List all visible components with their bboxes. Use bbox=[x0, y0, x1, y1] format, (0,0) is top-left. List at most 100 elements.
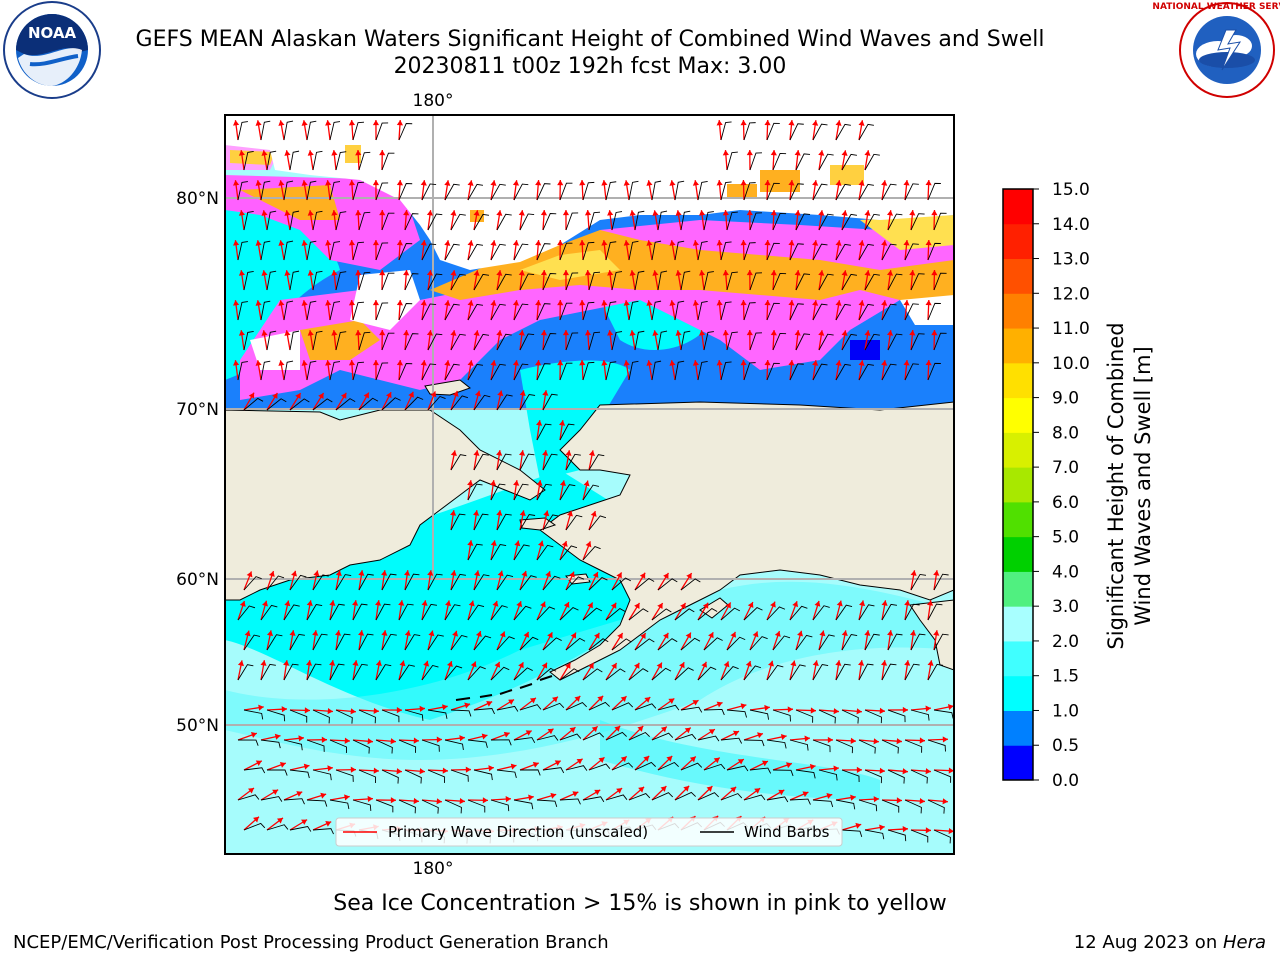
wind-barb bbox=[743, 242, 756, 261]
wave-arrow-head bbox=[430, 391, 437, 398]
wind-barb bbox=[404, 634, 421, 651]
wave-arrow-head bbox=[307, 270, 314, 276]
wave-arrow-head bbox=[660, 786, 667, 792]
wind-barb bbox=[519, 769, 541, 776]
colorbar-label-line1: Significant Height of Combined bbox=[1104, 322, 1128, 649]
wave-arrow-head bbox=[592, 572, 599, 579]
wave-arrow-head bbox=[858, 300, 865, 306]
wave-arrow-head bbox=[413, 797, 419, 805]
wave-arrow-head bbox=[927, 660, 934, 666]
wave-arrow-head bbox=[699, 330, 706, 336]
wind-barb bbox=[588, 763, 611, 771]
wave-arrow-head bbox=[686, 573, 692, 580]
wave-arrow-head bbox=[261, 330, 268, 336]
wind-barb bbox=[611, 271, 623, 291]
wave-arrow-head bbox=[496, 270, 503, 276]
wind-barb bbox=[427, 709, 448, 719]
wave-arrow-head bbox=[931, 330, 938, 336]
wave-arrow-head bbox=[818, 210, 825, 216]
wind-barb bbox=[841, 213, 857, 231]
wave-arrow-head bbox=[358, 570, 365, 576]
wave-arrow-head bbox=[902, 826, 908, 833]
colorbar-tick-label: 8.0 bbox=[1052, 423, 1079, 443]
colorbar-swatch bbox=[1003, 640, 1033, 677]
wave-arrow-head bbox=[379, 150, 386, 156]
wave-arrow-head bbox=[327, 765, 333, 772]
wind-barb bbox=[582, 546, 601, 561]
wave-arrow-head bbox=[348, 180, 356, 186]
wave-arrow-head bbox=[685, 632, 692, 639]
wave-arrow-head bbox=[692, 700, 699, 706]
footer-host: Hera bbox=[1222, 932, 1266, 953]
wind-barb bbox=[289, 150, 300, 171]
wind-barb bbox=[375, 242, 389, 261]
wind-barb bbox=[933, 332, 947, 351]
wind-barb bbox=[582, 796, 605, 803]
wave-arrow-head bbox=[281, 706, 287, 713]
wind-barb bbox=[289, 210, 300, 231]
wave-arrow-head bbox=[562, 270, 570, 276]
lon-label-bottom: 180° bbox=[413, 859, 454, 879]
wave-arrow-head bbox=[942, 798, 948, 805]
wind-barb bbox=[605, 608, 626, 621]
wind-barb bbox=[582, 484, 600, 501]
wind-barb bbox=[720, 121, 732, 141]
wave-arrow-head bbox=[396, 360, 404, 366]
wind-barb bbox=[743, 794, 766, 801]
wind-barb bbox=[812, 605, 830, 621]
wave-arrow-head bbox=[525, 730, 532, 736]
wave-arrow-head bbox=[657, 603, 663, 610]
wind-barb bbox=[933, 769, 952, 783]
chart-subtitle: 20230811 t00z 192h fcst Max: 3.00 bbox=[393, 54, 787, 79]
wind-barb bbox=[634, 577, 655, 591]
wave-arrow-head bbox=[768, 660, 774, 667]
colorbar-swatch bbox=[1003, 501, 1033, 538]
wave-arrow-head bbox=[903, 240, 910, 246]
wind-barb bbox=[358, 709, 376, 724]
wind-barb bbox=[289, 769, 310, 779]
wind-barb bbox=[812, 183, 828, 201]
wave-arrow-head bbox=[903, 180, 910, 186]
wind-barb bbox=[490, 243, 506, 261]
wave-arrow-head bbox=[925, 180, 932, 186]
wave-arrow-head bbox=[355, 330, 362, 336]
wind-barb bbox=[513, 363, 529, 381]
wind-barb bbox=[634, 638, 655, 651]
wave-arrow-head bbox=[683, 785, 690, 792]
wind-barb bbox=[634, 210, 645, 231]
wave-arrow-head bbox=[519, 450, 526, 456]
wind-barb bbox=[565, 453, 581, 471]
wind-barb bbox=[864, 273, 880, 291]
wave-arrow-head bbox=[818, 270, 825, 276]
wind-barb bbox=[588, 271, 601, 291]
wind-barb bbox=[674, 733, 697, 741]
wind-barb bbox=[444, 363, 460, 381]
wave-arrow-head bbox=[473, 450, 480, 456]
wave-arrow-head bbox=[399, 660, 406, 667]
wind-barb bbox=[513, 667, 533, 681]
wave-arrow-head bbox=[794, 210, 801, 216]
wind-barb bbox=[519, 453, 535, 471]
wave-arrow-head bbox=[372, 300, 380, 306]
wave-arrow-head bbox=[909, 210, 916, 216]
wind-barb bbox=[881, 799, 900, 813]
wave-arrow-head bbox=[770, 270, 777, 276]
wind-barb bbox=[473, 769, 493, 781]
wave-arrow-head bbox=[886, 210, 894, 216]
wave-arrow-head bbox=[663, 572, 669, 579]
wind-barb bbox=[887, 829, 907, 842]
wind-barb bbox=[910, 633, 926, 651]
wave-arrow-head bbox=[436, 736, 442, 743]
wind-barb bbox=[720, 607, 741, 621]
wave-arrow-head bbox=[864, 210, 871, 216]
wave-arrow-head bbox=[450, 570, 457, 576]
wave-arrow-head bbox=[233, 120, 240, 126]
wave-arrow-head bbox=[467, 180, 474, 186]
wave-arrow-head bbox=[835, 660, 842, 666]
wind-barb bbox=[513, 243, 529, 261]
wind-barb bbox=[266, 634, 283, 651]
wave-arrow-head bbox=[764, 240, 771, 246]
wave-arrow-head bbox=[284, 150, 291, 156]
wind-barb bbox=[858, 739, 876, 754]
wind-barb bbox=[306, 180, 317, 201]
